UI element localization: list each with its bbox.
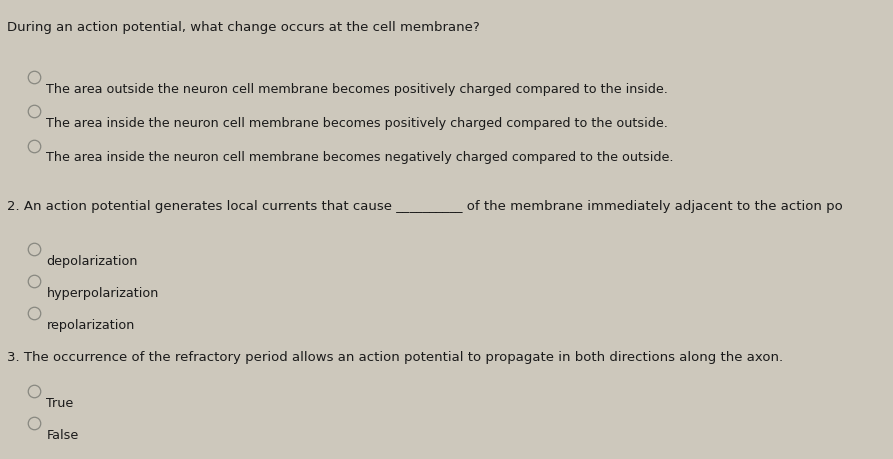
Text: The area outside the neuron cell membrane becomes positively charged compared to: The area outside the neuron cell membran… xyxy=(46,83,668,95)
Text: 3. The occurrence of the refractory period allows an action potential to propaga: 3. The occurrence of the refractory peri… xyxy=(7,351,783,364)
Text: True: True xyxy=(46,397,74,410)
Text: repolarization: repolarization xyxy=(46,319,135,332)
Text: False: False xyxy=(46,429,79,442)
Text: hyperpolarization: hyperpolarization xyxy=(46,287,159,300)
Text: 2. An action potential generates local currents that cause __________ of the mem: 2. An action potential generates local c… xyxy=(7,200,843,213)
Text: depolarization: depolarization xyxy=(46,255,138,268)
Text: During an action potential, what change occurs at the cell membrane?: During an action potential, what change … xyxy=(7,21,480,34)
Text: The area inside the neuron cell membrane becomes negatively charged compared to : The area inside the neuron cell membrane… xyxy=(46,151,674,164)
Text: The area inside the neuron cell membrane becomes positively charged compared to : The area inside the neuron cell membrane… xyxy=(46,117,668,130)
